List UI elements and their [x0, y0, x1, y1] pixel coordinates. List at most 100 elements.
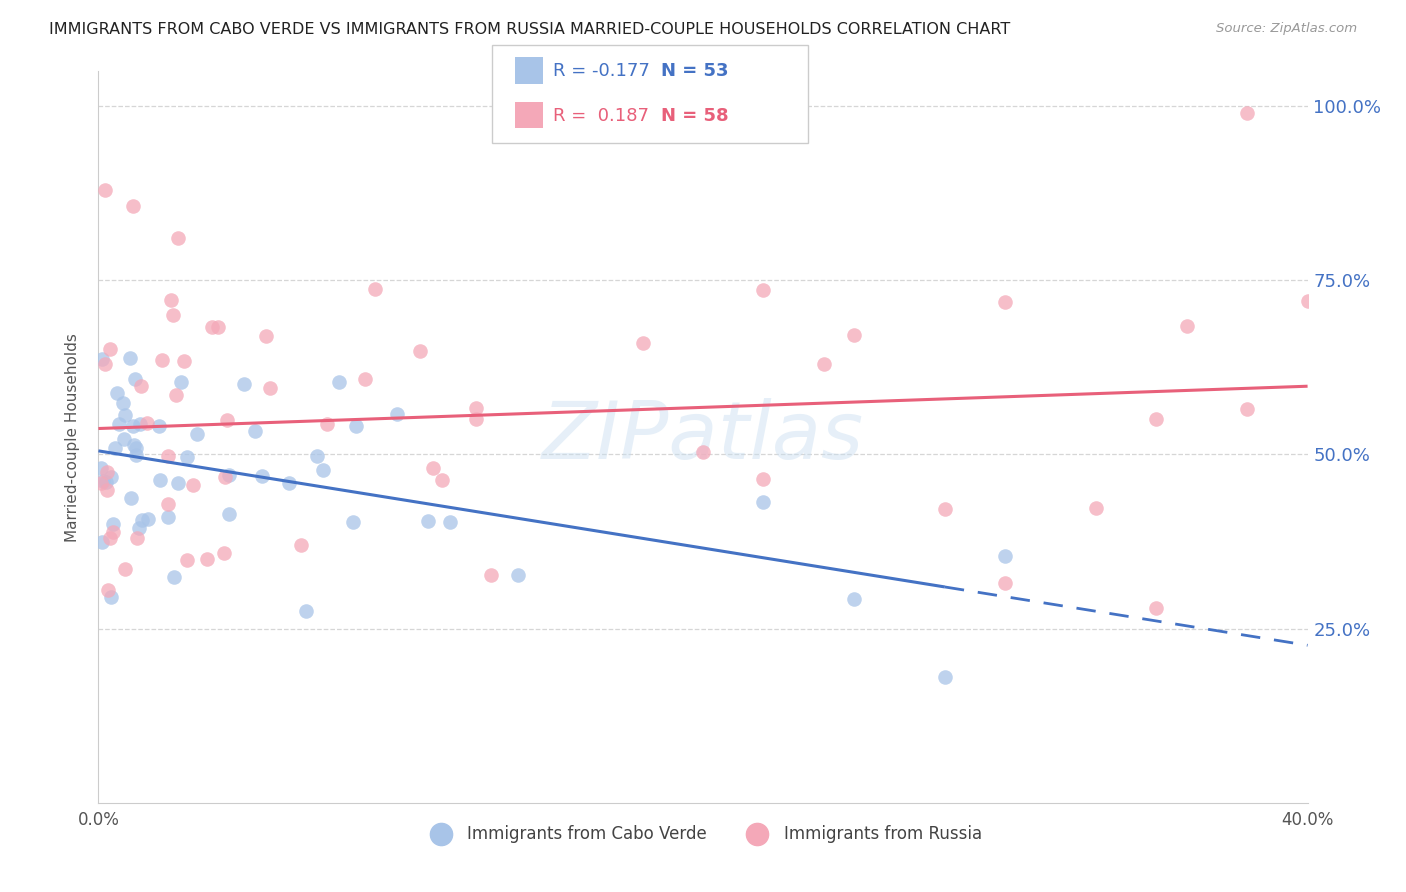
Point: [218, 508, 240, 522]
Point: [259, 381, 281, 395]
Point: [844, 327, 866, 342]
Point: [479, 567, 502, 582]
Point: [90, 461, 112, 475]
Point: [186, 427, 208, 442]
Text: N = 53: N = 53: [661, 62, 728, 80]
Point: [254, 329, 277, 343]
Point: [1296, 293, 1319, 308]
Point: [233, 376, 256, 391]
Point: [315, 417, 337, 432]
Point: [934, 502, 956, 516]
Point: [167, 231, 190, 245]
Point: [312, 463, 335, 477]
Point: [150, 353, 173, 368]
Point: [120, 491, 142, 505]
Point: [166, 388, 188, 402]
Point: [128, 521, 150, 535]
Point: [183, 478, 205, 492]
Point: [752, 283, 775, 297]
Point: [207, 319, 229, 334]
Point: [98, 531, 121, 545]
Point: [813, 357, 835, 371]
Point: [250, 468, 273, 483]
Point: [167, 476, 190, 491]
Point: [243, 424, 266, 438]
Point: [217, 412, 239, 426]
Point: [104, 441, 127, 455]
Point: [125, 448, 148, 462]
Point: [124, 372, 146, 386]
Point: [278, 475, 301, 490]
Point: [344, 419, 367, 434]
Point: [129, 417, 152, 431]
Point: [1236, 402, 1258, 417]
Point: [148, 419, 170, 434]
Point: [506, 568, 529, 582]
Point: [93, 183, 115, 197]
Point: [409, 343, 432, 358]
Point: [218, 467, 240, 482]
Point: [91, 351, 114, 366]
Point: [994, 295, 1017, 310]
Point: [149, 473, 172, 487]
Point: [94, 357, 117, 371]
Point: [934, 670, 956, 684]
Point: [136, 416, 159, 430]
Point: [385, 407, 408, 421]
Point: [162, 308, 184, 322]
Point: [91, 475, 114, 489]
Legend: Immigrants from Cabo Verde, Immigrants from Russia: Immigrants from Cabo Verde, Immigrants f…: [418, 818, 988, 849]
Point: [1085, 500, 1108, 515]
Point: [176, 553, 198, 567]
Point: [100, 590, 122, 604]
Point: [1175, 318, 1198, 333]
Point: [439, 515, 461, 529]
Point: [96, 465, 118, 479]
Point: [631, 336, 654, 351]
Point: [465, 401, 488, 415]
Point: [752, 472, 775, 486]
Point: [156, 450, 179, 464]
Point: [96, 475, 118, 490]
Point: [1144, 600, 1167, 615]
Point: [100, 469, 122, 483]
Point: [97, 583, 120, 598]
Point: [129, 379, 152, 393]
Point: [90, 476, 112, 491]
Point: [354, 372, 377, 386]
Point: [328, 375, 350, 389]
Text: IMMIGRANTS FROM CABO VERDE VS IMMIGRANTS FROM RUSSIA MARRIED-COUPLE HOUSEHOLDS C: IMMIGRANTS FROM CABO VERDE VS IMMIGRANTS…: [49, 22, 1011, 37]
Point: [159, 293, 181, 308]
Point: [112, 432, 135, 446]
Point: [752, 494, 775, 508]
Text: R =  0.187: R = 0.187: [553, 107, 648, 125]
Point: [122, 438, 145, 452]
Point: [994, 576, 1017, 591]
Point: [173, 353, 195, 368]
Point: [127, 531, 149, 545]
Point: [118, 351, 141, 366]
Point: [1144, 412, 1167, 426]
Point: [170, 375, 193, 389]
Point: [201, 320, 224, 334]
Point: [98, 342, 121, 356]
Point: [416, 514, 439, 528]
Point: [214, 470, 236, 484]
Point: [176, 450, 198, 465]
Point: [114, 409, 136, 423]
Point: [138, 512, 160, 526]
Point: [125, 441, 148, 455]
Point: [105, 385, 128, 400]
Point: [195, 552, 218, 566]
Point: [108, 417, 131, 431]
Point: [692, 444, 714, 458]
Text: N = 58: N = 58: [661, 107, 728, 125]
Point: [96, 483, 118, 497]
Point: [112, 396, 135, 410]
Point: [163, 569, 186, 583]
Point: [465, 412, 488, 426]
Point: [91, 535, 114, 549]
Text: R = -0.177: R = -0.177: [553, 62, 650, 80]
Point: [114, 562, 136, 576]
Point: [430, 473, 453, 487]
